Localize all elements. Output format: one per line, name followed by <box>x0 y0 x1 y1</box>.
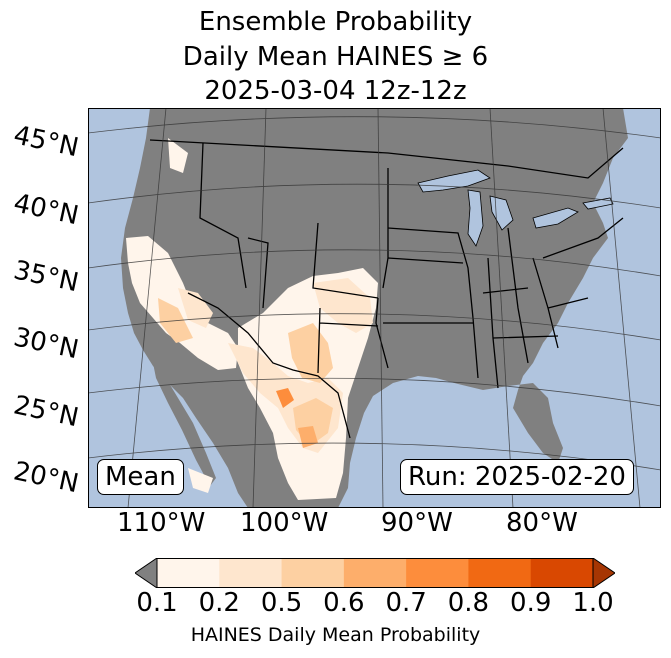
lat-label-35: 35°N <box>10 255 82 299</box>
colorbar-tick-label: 0.7 <box>385 588 427 618</box>
title-line-1: Ensemble Probability <box>198 7 473 37</box>
lat-label-25: 25°N <box>10 390 82 434</box>
colorbar-label: HAINES Daily Mean Probability <box>190 624 481 646</box>
title-line-2: Daily Mean HAINES ≥ 6 <box>182 42 489 72</box>
lon-label-110: 110°W <box>117 508 206 538</box>
lon-label-90: 90°W <box>381 508 453 538</box>
probability-shading <box>126 138 378 500</box>
probability-map <box>88 108 661 508</box>
lat-label-45: 45°N <box>10 120 82 164</box>
lat-label-20: 20°N <box>10 456 82 500</box>
lon-label-100: 100°W <box>240 508 329 538</box>
colorbar-tick-label: 0.9 <box>510 588 552 618</box>
colorbar-segment <box>157 558 220 588</box>
colorbar-segment <box>468 558 532 588</box>
colorbar-tick-label: 0.2 <box>198 588 240 618</box>
colorbar-segment <box>530 558 594 588</box>
mean-box: Mean <box>97 459 184 495</box>
colorbar-segment <box>219 558 283 588</box>
colorbar <box>135 558 615 588</box>
colorbar-frame <box>156 558 594 588</box>
graticule <box>88 108 661 508</box>
colorbar-tick-label: 0.1 <box>136 588 178 618</box>
colorbar-tick-label: 0.5 <box>260 588 303 618</box>
colorbar-under-arrow <box>135 558 158 588</box>
lon-label-80: 80°W <box>506 508 578 538</box>
colorbar-segment <box>343 558 407 588</box>
lat-label-30: 30°N <box>10 322 82 366</box>
colorbar-segment <box>406 558 469 588</box>
run-date-box: Run: 2025-02-20 <box>400 459 634 495</box>
boundaries <box>149 139 624 439</box>
lat-label-40: 40°N <box>10 188 82 232</box>
colorbar-tick-label: 0.6 <box>323 588 365 618</box>
colorbar-tick-label: 1.0 <box>572 588 614 618</box>
title-line-3: 2025-03-04 12z-12z <box>204 76 467 106</box>
colorbar-tick-label: 0.8 <box>447 588 490 618</box>
colorbar-over-arrow <box>592 558 615 588</box>
colorbar-segment <box>281 558 345 588</box>
